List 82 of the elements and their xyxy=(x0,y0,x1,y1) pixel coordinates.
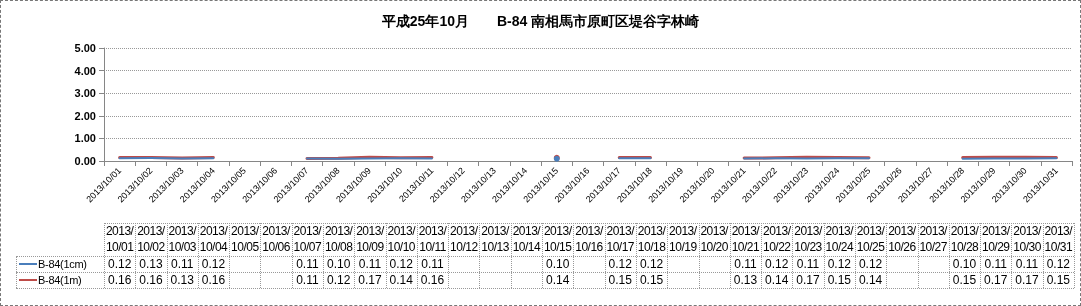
data-label: 0.17 xyxy=(983,272,1009,288)
data-label: 0.14 xyxy=(388,272,414,288)
data-label: 0.17 xyxy=(357,272,383,288)
data-label: 0.11 xyxy=(170,256,195,272)
data-label: 0.11 xyxy=(295,272,320,288)
category-label: 2013/10/14 xyxy=(512,224,541,254)
category-label: 2013/10/24 xyxy=(825,224,854,254)
data-label: 0.14 xyxy=(764,272,790,288)
data-label: 0.16 xyxy=(106,272,133,288)
data-label: 0.10 xyxy=(951,256,978,272)
category-label: 2013/10/10 xyxy=(387,224,416,254)
data-label: 0.12 xyxy=(326,272,352,288)
data-label: 0.16 xyxy=(200,272,227,288)
category-label: 2013/10/13 xyxy=(481,224,509,254)
data-label: 0.11 xyxy=(357,256,383,272)
y-tick-label: 3.00 xyxy=(74,87,96,100)
category-label: 2013/10/26 xyxy=(888,224,916,254)
data-label: 0.16 xyxy=(419,272,446,288)
data-label: 0.13 xyxy=(169,272,195,288)
category-label: 2013/10/06 xyxy=(262,224,290,254)
category-label: 2013/10/17 xyxy=(606,224,635,254)
data-label: 0.10 xyxy=(326,256,352,272)
chart-title: 平成25年10月 B-84 南相馬市原町区堤谷字林崎 xyxy=(380,13,700,29)
category-label: 2013/10/28 xyxy=(950,224,979,254)
data-label: 0.12 xyxy=(764,256,790,272)
category-label: 2013/10/05 xyxy=(231,224,259,254)
category-label: 2013/10/01 xyxy=(105,224,134,254)
y-tick-label: 0.00 xyxy=(74,155,96,167)
category-label: 2013/10/11 xyxy=(418,224,447,254)
data-label: 0.12 xyxy=(1045,256,1071,272)
category-label: 2013/10/03 xyxy=(168,224,196,254)
category-label: 2013/10/12 xyxy=(450,224,478,254)
category-label: 2013/10/08 xyxy=(324,224,353,254)
data-label: 0.11 xyxy=(795,256,821,272)
category-label: 2013/10/09 xyxy=(356,224,384,254)
category-label: 2013/10/07 xyxy=(293,224,322,254)
data-label: 0.17 xyxy=(1014,272,1040,288)
data-label: 0.12 xyxy=(857,256,884,272)
data-label: 0.12 xyxy=(607,256,633,272)
data-label: 0.13 xyxy=(138,256,164,272)
data-label: 0.15 xyxy=(1045,272,1071,288)
data-label: 0.17 xyxy=(795,272,821,288)
category-label: 2013/10/27 xyxy=(919,224,947,254)
data-label: 0.11 xyxy=(733,256,758,272)
data-label: 0.15 xyxy=(638,272,665,288)
legend-label: B-84(1m) xyxy=(38,273,82,288)
category-label: 2013/10/16 xyxy=(575,224,603,254)
data-label: 0.12 xyxy=(826,256,852,272)
data-label: 0.12 xyxy=(388,256,414,272)
data-label: 0.11 xyxy=(1014,256,1040,272)
data-label: 0.10 xyxy=(545,256,571,272)
data-label: 0.12 xyxy=(200,256,227,272)
category-label: 2013/10/02 xyxy=(137,224,165,254)
data-label: 0.12 xyxy=(638,256,665,272)
category-label: 2013/10/31 xyxy=(1044,224,1073,254)
category-label: 2013/10/18 xyxy=(637,224,666,254)
data-label: 0.13 xyxy=(732,272,759,288)
category-label: 2013/10/30 xyxy=(1013,224,1041,254)
data-label: 0.11 xyxy=(420,256,445,272)
y-tick-label: 1.00 xyxy=(74,132,96,145)
legend-label: B-84(1cm) xyxy=(38,257,87,272)
data-label: 0.14 xyxy=(545,272,571,288)
category-label: 2013/10/15 xyxy=(543,224,572,254)
data-label: 0.15 xyxy=(826,272,852,288)
category-label: 2013/10/19 xyxy=(669,224,697,254)
y-tick-label: 5.00 xyxy=(74,42,96,54)
category-label: 2013/10/04 xyxy=(199,224,228,254)
data-label: 0.16 xyxy=(138,272,164,288)
category-label: 2013/10/23 xyxy=(794,224,822,254)
data-label: 0.15 xyxy=(607,272,633,288)
data-label: 0.14 xyxy=(857,272,884,288)
y-tick-label: 2.00 xyxy=(74,109,96,122)
data-label: 0.11 xyxy=(983,256,1008,272)
data-label: 0.12 xyxy=(106,256,133,272)
category-label: 2013/10/29 xyxy=(982,224,1010,254)
data-label: 0.15 xyxy=(951,272,978,288)
category-label: 2013/10/21 xyxy=(731,224,760,254)
category-label: 2013/10/22 xyxy=(762,224,791,254)
category-label: 2013/10/25 xyxy=(856,224,885,254)
category-label: 2013/10/20 xyxy=(700,224,728,254)
data-label: 0.11 xyxy=(295,256,320,272)
y-tick-label: 4.00 xyxy=(74,64,96,77)
